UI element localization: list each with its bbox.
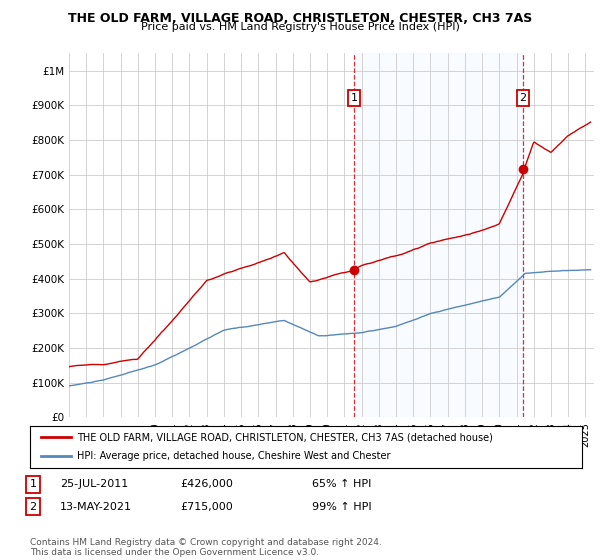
- Text: 2: 2: [520, 94, 526, 103]
- Text: THE OLD FARM, VILLAGE ROAD, CHRISTLETON, CHESTER, CH3 7AS: THE OLD FARM, VILLAGE ROAD, CHRISTLETON,…: [68, 12, 532, 25]
- Text: 99% ↑ HPI: 99% ↑ HPI: [312, 502, 371, 512]
- Text: Contains HM Land Registry data © Crown copyright and database right 2024.
This d: Contains HM Land Registry data © Crown c…: [30, 538, 382, 557]
- Text: 1: 1: [29, 479, 37, 489]
- Text: 1: 1: [350, 94, 358, 103]
- Text: 13-MAY-2021: 13-MAY-2021: [60, 502, 132, 512]
- Text: Price paid vs. HM Land Registry's House Price Index (HPI): Price paid vs. HM Land Registry's House …: [140, 22, 460, 32]
- Text: 2: 2: [29, 502, 37, 512]
- Text: THE OLD FARM, VILLAGE ROAD, CHRISTLETON, CHESTER, CH3 7AS (detached house): THE OLD FARM, VILLAGE ROAD, CHRISTLETON,…: [77, 432, 493, 442]
- Text: HPI: Average price, detached house, Cheshire West and Chester: HPI: Average price, detached house, Ches…: [77, 451, 391, 461]
- Text: 25-JUL-2011: 25-JUL-2011: [60, 479, 128, 489]
- Text: £426,000: £426,000: [180, 479, 233, 489]
- Bar: [354, 53, 523, 417]
- Text: 65% ↑ HPI: 65% ↑ HPI: [312, 479, 371, 489]
- Text: £715,000: £715,000: [180, 502, 233, 512]
